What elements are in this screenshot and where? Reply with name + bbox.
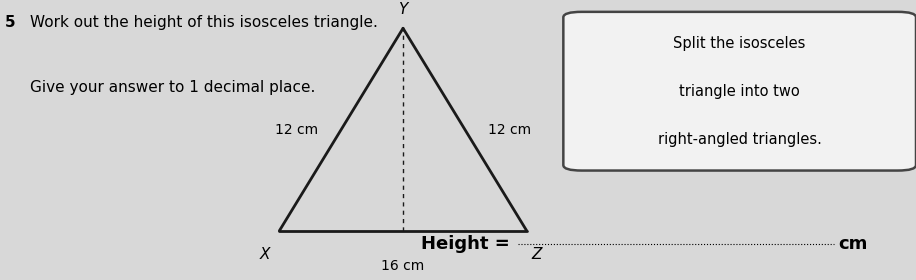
Text: 12 cm: 12 cm	[275, 123, 318, 137]
Text: Height =: Height =	[421, 235, 517, 253]
Text: Work out the height of this isosceles triangle.: Work out the height of this isosceles tr…	[30, 15, 378, 30]
Text: 5: 5	[5, 15, 16, 30]
Text: Z: Z	[531, 247, 541, 262]
Text: Y: Y	[398, 2, 408, 17]
Text: Split the isosceles: Split the isosceles	[673, 36, 806, 52]
Text: 16 cm: 16 cm	[381, 259, 425, 273]
Text: X: X	[260, 247, 270, 262]
Text: 12 cm: 12 cm	[487, 123, 531, 137]
Text: Give your answer to 1 decimal place.: Give your answer to 1 decimal place.	[30, 80, 316, 95]
Text: triangle into two: triangle into two	[680, 84, 800, 99]
Text: right-angled triangles.: right-angled triangles.	[658, 132, 822, 147]
FancyBboxPatch shape	[563, 12, 916, 171]
Text: cm: cm	[838, 235, 867, 253]
